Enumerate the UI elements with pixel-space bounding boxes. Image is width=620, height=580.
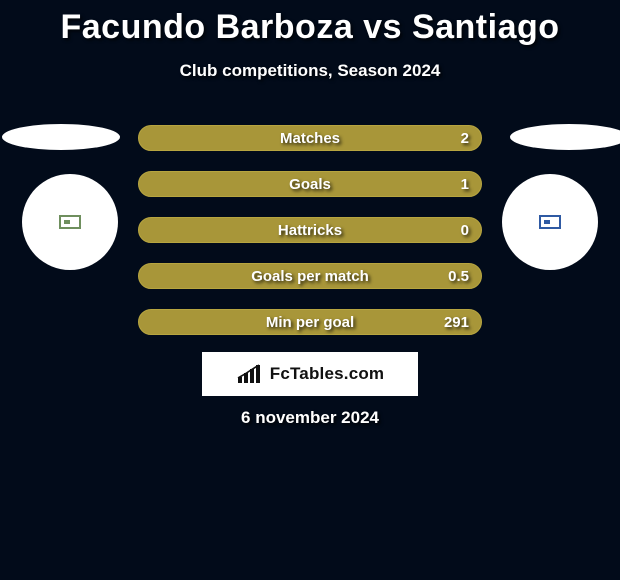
stat-label: Goals [139,172,481,196]
right-flag [510,124,620,150]
stat-row: Min per goal 291 [138,309,482,335]
page-subtitle: Club competitions, Season 2024 [0,61,620,81]
footer-date: 6 november 2024 [0,408,620,428]
stat-value: 2 [461,126,469,150]
stat-label: Min per goal [139,310,481,334]
shield-icon [59,215,81,229]
stat-value: 1 [461,172,469,196]
right-crest [502,174,598,270]
stat-label: Matches [139,126,481,150]
stat-label: Hattricks [139,218,481,242]
left-flag [2,124,120,150]
stat-bars: Matches 2 Goals 1 Hattricks 0 Goals per … [138,125,482,335]
stat-row: Goals 1 [138,171,482,197]
left-crest [22,174,118,270]
stat-row: Hattricks 0 [138,217,482,243]
stat-label: Goals per match [139,264,481,288]
stat-value: 0 [461,218,469,242]
stat-row: Matches 2 [138,125,482,151]
bars-logo-icon [236,363,264,385]
brand-label: FcTables.com [270,364,385,384]
stat-value: 291 [444,310,469,334]
brand-badge: FcTables.com [202,352,418,396]
shield-icon [539,215,561,229]
stat-row: Goals per match 0.5 [138,263,482,289]
stat-value: 0.5 [448,264,469,288]
page-title: Facundo Barboza vs Santiago [0,0,620,47]
